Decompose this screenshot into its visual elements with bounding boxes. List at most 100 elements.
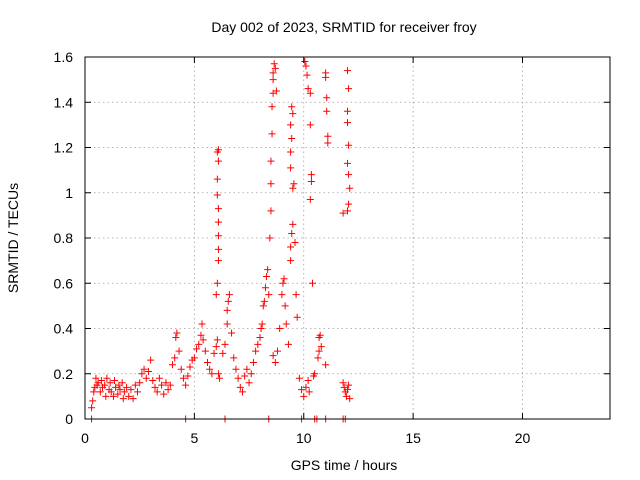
data-point bbox=[234, 374, 242, 382]
data-point bbox=[206, 365, 214, 373]
data-point bbox=[345, 381, 353, 389]
data-point bbox=[307, 171, 315, 179]
data-point bbox=[264, 266, 272, 274]
data-point bbox=[230, 354, 238, 362]
data-point bbox=[344, 67, 351, 75]
data-point bbox=[257, 325, 265, 332]
data-point bbox=[266, 234, 274, 242]
data-point bbox=[300, 392, 308, 400]
data-point bbox=[278, 291, 286, 299]
data-point bbox=[287, 257, 295, 265]
data-point bbox=[101, 381, 109, 389]
data-point bbox=[179, 374, 187, 382]
data-point bbox=[271, 358, 279, 366]
data-point bbox=[162, 379, 170, 387]
data-point bbox=[315, 347, 323, 355]
data-point bbox=[267, 180, 275, 188]
data-point bbox=[344, 107, 351, 115]
data-point bbox=[344, 159, 351, 167]
data-point bbox=[197, 331, 205, 339]
data-point bbox=[344, 119, 351, 127]
data-point bbox=[169, 361, 176, 369]
data-point bbox=[282, 320, 290, 328]
x-tick-label: 10 bbox=[296, 430, 312, 446]
data-point bbox=[345, 171, 353, 179]
data-point bbox=[265, 291, 273, 299]
data-point bbox=[213, 279, 221, 287]
data-point bbox=[344, 386, 351, 394]
data-point bbox=[224, 297, 232, 305]
data-point bbox=[288, 134, 296, 142]
data-point bbox=[271, 64, 279, 72]
data-point bbox=[119, 395, 127, 403]
data-point bbox=[127, 386, 135, 394]
data-point bbox=[228, 329, 236, 337]
data-point bbox=[309, 279, 316, 287]
data-point bbox=[260, 297, 268, 305]
data-point bbox=[272, 87, 280, 95]
data-point bbox=[322, 361, 330, 369]
data-point bbox=[214, 157, 222, 165]
data-points bbox=[88, 58, 354, 423]
x-tick-label: 5 bbox=[190, 430, 198, 446]
grid bbox=[85, 57, 610, 419]
data-point bbox=[289, 184, 297, 192]
data-point bbox=[96, 388, 104, 396]
data-point bbox=[276, 325, 284, 332]
axis-ticks bbox=[84, 56, 610, 420]
data-point bbox=[213, 191, 221, 199]
data-point bbox=[123, 383, 131, 391]
data-point bbox=[177, 365, 185, 373]
data-point bbox=[268, 103, 276, 111]
data-point bbox=[149, 377, 157, 385]
data-point bbox=[269, 76, 277, 84]
data-point bbox=[306, 196, 314, 204]
data-point bbox=[134, 388, 141, 396]
y-tick-labels: 0 0.2 0.4 0.6 0.8 1 1.2 1.4 1.6 bbox=[54, 49, 74, 427]
data-point bbox=[292, 291, 300, 299]
y-tick-label: 0 bbox=[65, 411, 73, 427]
data-point bbox=[317, 343, 325, 351]
data-point bbox=[346, 395, 354, 403]
data-point bbox=[344, 207, 351, 215]
data-point bbox=[89, 397, 97, 405]
data-point bbox=[153, 388, 161, 396]
x-axis-title: GPS time / hours bbox=[291, 457, 398, 473]
data-point bbox=[223, 320, 231, 328]
data-point bbox=[214, 146, 222, 154]
data-point bbox=[269, 352, 277, 360]
data-point bbox=[247, 370, 255, 378]
data-point bbox=[324, 132, 332, 140]
data-point bbox=[107, 388, 115, 396]
data-point bbox=[279, 279, 287, 287]
data-point bbox=[212, 291, 220, 299]
x-tick-label: 15 bbox=[405, 430, 421, 446]
data-point bbox=[287, 121, 295, 129]
data-point bbox=[305, 388, 313, 396]
data-point bbox=[267, 157, 275, 165]
data-point bbox=[303, 71, 311, 79]
data-point bbox=[92, 374, 100, 382]
data-point bbox=[144, 367, 152, 375]
data-point bbox=[256, 334, 264, 342]
data-point bbox=[102, 392, 110, 400]
data-point bbox=[216, 374, 224, 382]
data-point bbox=[118, 379, 126, 387]
data-point bbox=[243, 365, 251, 373]
data-point bbox=[166, 381, 174, 389]
data-point bbox=[213, 336, 221, 344]
data-point bbox=[116, 386, 124, 394]
data-point bbox=[204, 358, 211, 366]
data-point bbox=[210, 349, 218, 357]
data-point bbox=[173, 329, 181, 337]
data-point bbox=[322, 73, 330, 81]
y-tick-label: 0.2 bbox=[54, 366, 74, 382]
data-point bbox=[147, 356, 155, 364]
data-point bbox=[290, 180, 298, 188]
y-tick-label: 0.6 bbox=[54, 275, 74, 291]
data-point bbox=[186, 363, 194, 371]
data-point bbox=[306, 89, 314, 97]
data-point bbox=[158, 381, 166, 389]
chart-title: Day 002 of 2023, SRMTID for receiver fro… bbox=[211, 19, 476, 35]
y-tick-label: 0.8 bbox=[54, 230, 74, 246]
